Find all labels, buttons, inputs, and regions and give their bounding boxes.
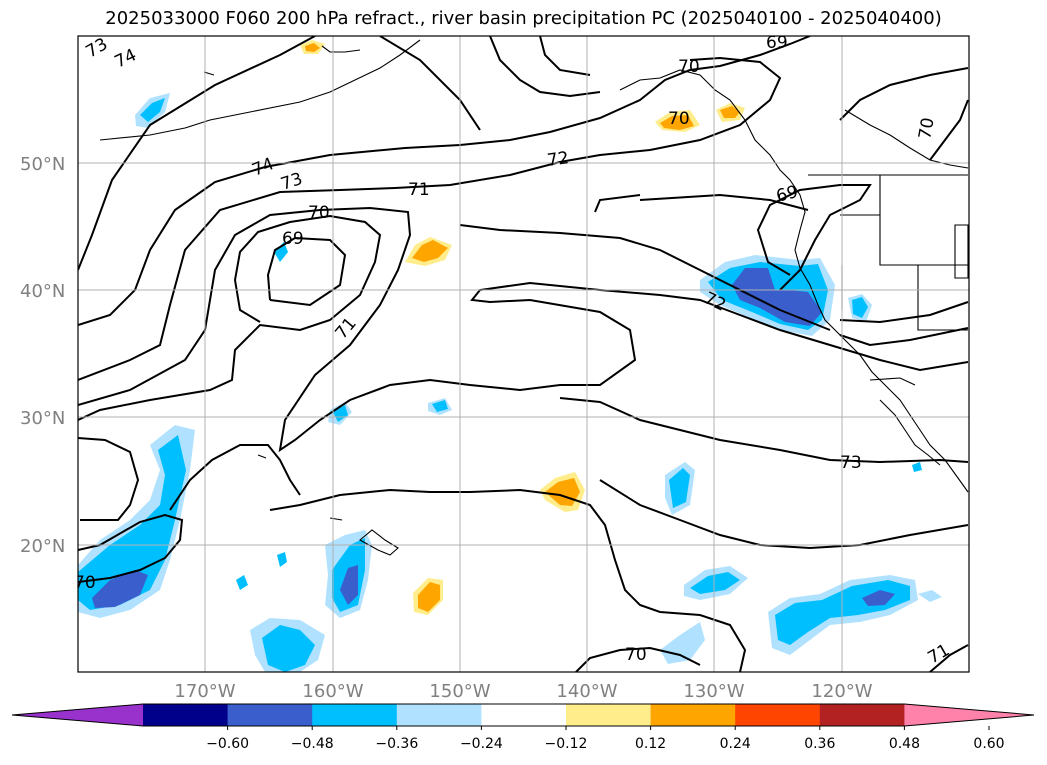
lon-label: 140°W (556, 681, 617, 702)
map-plot-area: 73 74 74 73 71 70 69 71 72 70 69 70 69 7… (74, 33, 969, 672)
contour-label: 70 (678, 57, 700, 77)
negative-anomaly-area (262, 625, 315, 672)
colorbar-tick-label: −0.24 (460, 736, 503, 752)
colorbar-tick-label: 0.24 (720, 736, 751, 752)
negative-anomaly-area (669, 468, 690, 508)
lat-label: 50°N (20, 154, 65, 175)
contour-label: 73 (840, 453, 862, 473)
map-frame (77, 35, 970, 673)
negative-anomaly-area (432, 400, 448, 412)
colorbar-tick-label: 0.48 (889, 736, 920, 752)
colorbar-tick-label: 0.36 (804, 736, 835, 752)
colorbar-swatch (650, 704, 736, 726)
negative-anomaly-area (918, 590, 942, 602)
contour-label: 70 (74, 573, 96, 593)
negative-anomaly-area (236, 575, 248, 590)
positive-anomaly-area (418, 582, 440, 612)
negative-anomaly-area (140, 98, 165, 122)
negative-anomaly-area (340, 565, 358, 605)
colorbar: −0.60 −0.48 −0.36 −0.24 −0.12 0.12 0.24 0.36 0.4… (11, 703, 1035, 752)
negative-anomaly-area (852, 297, 868, 318)
colorbar-swatch (819, 704, 905, 726)
contour-label: 70 (308, 203, 330, 223)
colorbar-extend-max (904, 704, 1034, 726)
lon-label: 150°W (429, 681, 490, 702)
contour-label: 70 (625, 645, 647, 665)
colorbar-tick-label: −0.12 (545, 736, 588, 752)
lat-label: 20°N (20, 536, 65, 557)
negative-anomaly-area (862, 590, 895, 606)
positive-anomaly-area (660, 115, 694, 130)
colorbar-swatch (227, 704, 313, 726)
positive-anomaly-area (720, 106, 740, 118)
contour-label: 71 (408, 180, 430, 200)
colorbar-swatch (396, 704, 482, 726)
contour-label: 70 (668, 109, 690, 129)
positive-anomaly-area (412, 240, 448, 262)
lon-label: 160°W (302, 681, 363, 702)
colorbar-swatch (312, 704, 398, 726)
colorbar-swatch (566, 704, 652, 726)
lat-label: 30°N (20, 408, 65, 429)
negative-anomaly-area (277, 552, 287, 567)
colorbar-outline (11, 703, 1035, 727)
negative-anomaly-area (274, 242, 288, 262)
positive-anomaly-area (305, 43, 320, 52)
colorbar-tick-label: −0.48 (291, 736, 334, 752)
negative-anomaly-area (78, 435, 186, 610)
lon-label: 130°W (683, 681, 744, 702)
contour-label: 69 (766, 33, 788, 53)
negative-anomaly-area (690, 572, 740, 594)
negative-anomaly-area (333, 405, 348, 422)
colorbar-tick-label: −0.60 (206, 736, 249, 752)
colorbar-extend-min (12, 704, 143, 726)
negative-anomaly-area (92, 570, 148, 608)
negative-anomaly-area (912, 462, 922, 472)
graticule (78, 36, 969, 672)
colorbar-tick-label: 0.60 (973, 736, 1004, 752)
lon-label: 170°W (174, 681, 235, 702)
longitude-labels: 170°W 160°W 150°W 140°W 130°W 120°W (174, 681, 872, 702)
refractivity-contours (78, 36, 969, 672)
colorbar-swatch (143, 704, 229, 726)
lon-label: 120°W (811, 681, 872, 702)
colorbar-tick-label: 0.12 (635, 736, 666, 752)
negative-anomaly-area (732, 268, 822, 326)
contour-label: 72 (546, 148, 570, 171)
contour-label: 69 (282, 229, 304, 249)
contour-label: 70 (915, 116, 938, 141)
colorbar-swatch (481, 704, 567, 726)
lat-label: 40°N (20, 281, 65, 302)
colorbar-swatch (735, 704, 821, 726)
colorbar-tick-label: −0.36 (375, 736, 418, 752)
chart-title: 2025033000 F060 200 hPa refract., river … (105, 8, 942, 29)
latitude-labels: 50°N 40°N 30°N 20°N (20, 154, 65, 557)
